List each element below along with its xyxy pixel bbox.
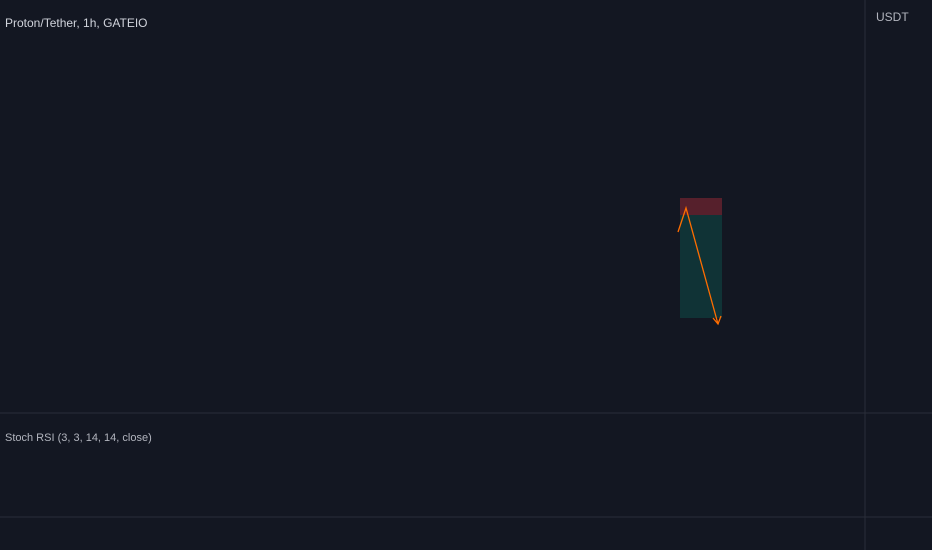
arrow-head bbox=[712, 315, 722, 326]
symbol-title: Proton/Tether, 1h, GATEIO bbox=[5, 16, 148, 30]
stop-zone bbox=[680, 198, 722, 215]
indicator-title: Stoch RSI (3, 3, 14, 14, close) bbox=[5, 432, 152, 444]
price-unit: USDT bbox=[876, 10, 909, 24]
projection-arrow bbox=[677, 205, 719, 325]
target-zone bbox=[680, 215, 722, 318]
